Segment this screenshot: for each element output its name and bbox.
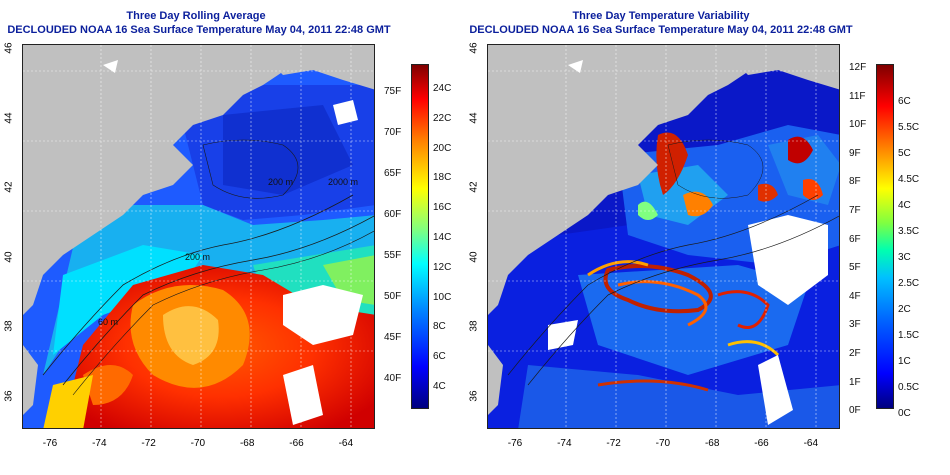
- colorbar-tick-label: 60F: [384, 209, 402, 220]
- colorbar-tick-label: 9F: [849, 147, 861, 159]
- colorbar-tick-label: 5.5C: [898, 122, 920, 133]
- colorbar-tick-label: 10F: [849, 119, 867, 131]
- colorbar-tick-label: 8F: [849, 176, 861, 188]
- colorbar-tick-label: 20C: [433, 142, 452, 154]
- latitude-tick-label: 44: [3, 111, 15, 124]
- longitude-tick-label: -70: [190, 438, 206, 449]
- contour-label-200m-a: 200 m: [268, 177, 293, 187]
- colorbar-tick-label: 65F: [384, 168, 402, 179]
- latitude-tick-label: 36: [3, 389, 15, 402]
- left-sst-map: 2000 m 200 m 200 m 60 m: [22, 44, 375, 429]
- colorbar-tick-label: 1.5C: [898, 330, 920, 341]
- colorbar-tick-label: 14C: [433, 232, 452, 243]
- colorbar-tick-label: 12C: [433, 261, 452, 273]
- longitude-tick-label: -72: [606, 438, 621, 449]
- latitude-tick-label: 46: [3, 42, 15, 54]
- colorbar-tick-label: 0F: [849, 405, 861, 417]
- longitude-tick-label: -68: [704, 438, 720, 449]
- colorbar-tick-label: 4C: [433, 381, 446, 392]
- colorbar-tick-label: 3F: [849, 319, 861, 331]
- colorbar-tick-label: 10C: [433, 291, 452, 303]
- colorbar-tick-label: 2F: [849, 348, 861, 359]
- colorbar-tick-label: 55F: [384, 250, 402, 261]
- right-title-line1: Three Day Temperature Variability: [572, 10, 750, 22]
- longitude-tick-label: -74: [557, 438, 572, 449]
- right-title-line2: DECLOUDED NOAA 16 Sea Surface Temperatur…: [469, 24, 853, 36]
- colorbar-tick-label: 4C: [898, 200, 911, 211]
- longitude-tick-label: -70: [655, 438, 671, 449]
- colorbar-tick-label: 3.5C: [898, 226, 920, 237]
- latitude-tick-label: 36: [468, 389, 480, 402]
- colorbar-tick-label: 4.5C: [898, 174, 920, 185]
- longitude-tick-label: -66: [754, 438, 769, 449]
- longitude-tick-label: -76: [42, 438, 58, 449]
- right-colorbar: [876, 64, 894, 409]
- latitude-tick-label: 42: [468, 181, 480, 193]
- colorbar-tick-label: 6C: [898, 96, 911, 107]
- colorbar-tick-label: 75F: [384, 86, 402, 97]
- colorbar-tick-label: 6C: [433, 351, 446, 363]
- colorbar-tick-label: 45F: [384, 332, 402, 343]
- colorbar-tick-label: 2C: [898, 304, 911, 315]
- latitude-tick-label: 44: [468, 111, 480, 124]
- latitude-tick-label: 38: [3, 320, 15, 332]
- colorbar-tick-label: 12F: [849, 62, 867, 73]
- colorbar-tick-label: 5F: [849, 262, 861, 274]
- latitude-tick-label: 40: [468, 250, 480, 263]
- colorbar-tick-label: 8C: [433, 321, 446, 333]
- colorbar-tick-label: 70F: [384, 127, 402, 138]
- colorbar-tick-label: 4F: [849, 290, 861, 302]
- colorbar-tick-label: 18C: [433, 172, 452, 184]
- colorbar-tick-label: 11F: [849, 90, 866, 102]
- latitude-tick-label: 46: [468, 42, 480, 54]
- longitude-tick-label: -72: [141, 438, 156, 449]
- left-title-line1: Three Day Rolling Average: [126, 10, 266, 22]
- colorbar-tick-label: 1C: [898, 356, 911, 367]
- colorbar-tick-label: 7F: [849, 205, 861, 216]
- colorbar-tick-label: 22C: [433, 112, 452, 124]
- longitude-tick-label: -76: [507, 438, 523, 449]
- right-variability-map: [487, 44, 840, 429]
- longitude-tick-label: -74: [92, 438, 107, 449]
- longitude-tick-label: -66: [289, 438, 304, 449]
- contour-label-200m-b: 200 m: [185, 252, 210, 262]
- colorbar-tick-label: 6F: [849, 233, 861, 245]
- longitude-tick-label: -68: [239, 438, 255, 449]
- colorbar-tick-label: 50F: [384, 291, 402, 302]
- left-colorbar: [411, 64, 429, 409]
- colorbar-tick-label: 40F: [384, 373, 402, 384]
- colorbar-tick-label: 24C: [433, 83, 452, 94]
- colorbar-tick-label: 0.5C: [898, 382, 920, 393]
- colorbar-tick-label: 1F: [849, 376, 861, 388]
- contour-label-2000m: 2000 m: [328, 177, 358, 187]
- contour-label-60m: 60 m: [98, 317, 118, 327]
- latitude-tick-label: 42: [3, 181, 15, 193]
- colorbar-tick-label: 5C: [898, 148, 911, 159]
- latitude-tick-label: 40: [3, 250, 15, 263]
- longitude-tick-label: -64: [338, 438, 354, 449]
- colorbar-tick-label: 0C: [898, 408, 911, 419]
- latitude-tick-label: 38: [468, 320, 480, 332]
- colorbar-tick-label: 16C: [433, 202, 452, 214]
- colorbar-tick-label: 3C: [898, 252, 911, 263]
- longitude-tick-label: -64: [803, 438, 819, 449]
- colorbar-tick-label: 2.5C: [898, 278, 920, 289]
- left-title-line2: DECLOUDED NOAA 16 Sea Surface Temperatur…: [7, 24, 391, 36]
